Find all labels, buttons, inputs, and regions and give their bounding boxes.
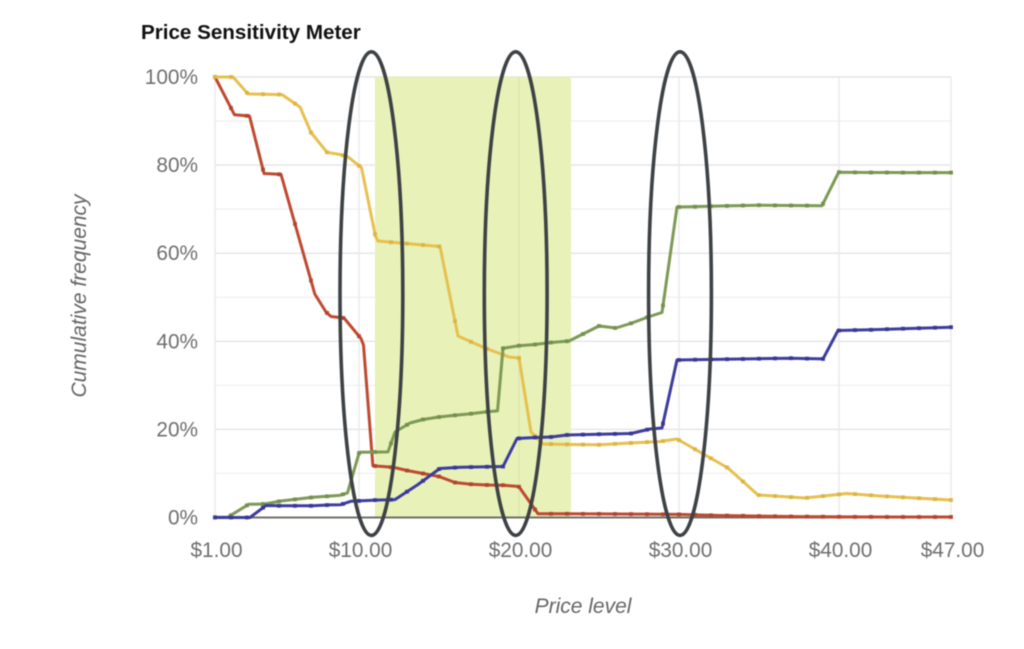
svg-text:Cumulative frequency: Cumulative frequency <box>68 193 91 398</box>
svg-text:$47.00: $47.00 <box>921 539 985 562</box>
svg-text:0%: 0% <box>168 507 198 530</box>
svg-text:$20.00: $20.00 <box>489 539 553 562</box>
svg-text:$1.00: $1.00 <box>190 539 242 562</box>
svg-text:Price Sensitivity Meter: Price Sensitivity Meter <box>141 21 361 44</box>
svg-text:$40.00: $40.00 <box>809 539 873 562</box>
svg-text:$30.00: $30.00 <box>649 539 713 562</box>
svg-text:80%: 80% <box>156 154 198 177</box>
svg-text:60%: 60% <box>156 242 198 265</box>
svg-text:Price level: Price level <box>535 595 633 618</box>
svg-text:$10.00: $10.00 <box>329 539 393 562</box>
svg-text:100%: 100% <box>145 66 198 89</box>
svg-text:40%: 40% <box>156 330 198 353</box>
svg-text:20%: 20% <box>156 418 198 441</box>
